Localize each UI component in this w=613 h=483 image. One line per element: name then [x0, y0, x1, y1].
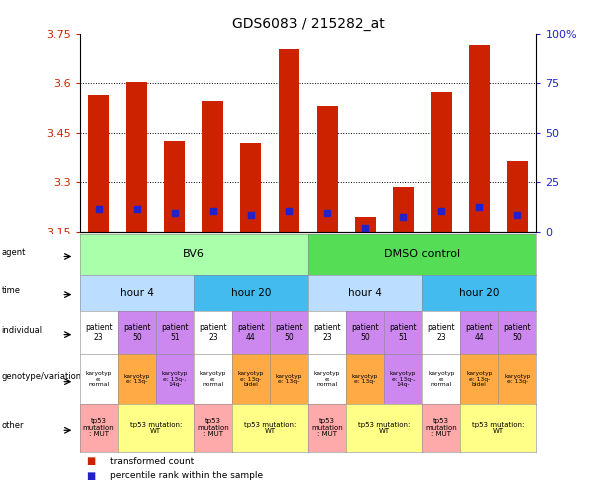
Bar	[507, 161, 528, 232]
Text: karyotyp
e: 13q-,
14q-: karyotyp e: 13q-, 14q-	[162, 371, 188, 387]
Bar	[202, 101, 223, 232]
Bar	[278, 49, 300, 232]
Bar	[240, 143, 261, 232]
Bar	[431, 92, 452, 232]
Text: karyotyp
e: 13q-
bidel: karyotyp e: 13q- bidel	[238, 371, 264, 387]
Text: tp53
mutation
: MUT: tp53 mutation : MUT	[425, 418, 457, 438]
Text: patient
50: patient 50	[351, 323, 379, 342]
Text: patient
23: patient 23	[85, 323, 113, 342]
Point	[170, 209, 180, 217]
Text: patient
23: patient 23	[313, 323, 341, 342]
Text: patient
51: patient 51	[161, 323, 189, 342]
Title: GDS6083 / 215282_at: GDS6083 / 215282_at	[232, 17, 384, 31]
Text: patient
44: patient 44	[237, 323, 265, 342]
Point	[474, 203, 484, 211]
Text: tp53 mutation:
WT: tp53 mutation: WT	[129, 422, 182, 434]
Bar	[316, 106, 338, 232]
Bar	[164, 141, 185, 232]
Text: tp53
mutation
: MUT: tp53 mutation : MUT	[311, 418, 343, 438]
Text: genotype/variation: genotype/variation	[1, 372, 82, 381]
Bar	[126, 82, 147, 232]
Text: tp53 mutation:
WT: tp53 mutation: WT	[472, 422, 525, 434]
Text: other: other	[1, 421, 24, 430]
Text: karyotyp
e:
normal: karyotyp e: normal	[428, 371, 454, 387]
Text: karyotyp
e: 13q-,
14q-: karyotyp e: 13q-, 14q-	[390, 371, 416, 387]
Text: agent: agent	[1, 248, 26, 257]
Text: tp53
mutation
: MUT: tp53 mutation : MUT	[83, 418, 115, 438]
Text: karyotyp
e: 13q-: karyotyp e: 13q-	[352, 374, 378, 384]
Text: karyotyp
e:
normal: karyotyp e: normal	[200, 371, 226, 387]
Point	[322, 209, 332, 217]
Point	[512, 211, 522, 219]
Text: tp53 mutation:
WT: tp53 mutation: WT	[244, 422, 296, 434]
Text: patient
50: patient 50	[123, 323, 151, 342]
Text: tp53
mutation
: MUT: tp53 mutation : MUT	[197, 418, 229, 438]
Text: karyotyp
e: 13q-: karyotyp e: 13q-	[124, 374, 150, 384]
Text: patient
23: patient 23	[199, 323, 227, 342]
Text: tp53 mutation:
WT: tp53 mutation: WT	[358, 422, 410, 434]
Text: percentile rank within the sample: percentile rank within the sample	[110, 471, 264, 480]
Text: individual: individual	[1, 326, 43, 335]
Text: hour 4: hour 4	[348, 288, 382, 298]
Text: karyotyp
e: 13q-
bidel: karyotyp e: 13q- bidel	[466, 371, 492, 387]
Text: karyotyp
e:
normal: karyotyp e: normal	[314, 371, 340, 387]
Text: karyotyp
e:
normal: karyotyp e: normal	[86, 371, 112, 387]
Point	[246, 211, 256, 219]
Text: hour 20: hour 20	[230, 288, 271, 298]
Text: DMSO control: DMSO control	[384, 249, 460, 259]
Bar	[393, 187, 414, 232]
Text: ■: ■	[86, 471, 95, 481]
Point	[208, 207, 218, 215]
Text: patient
44: patient 44	[465, 323, 493, 342]
Text: transformed count: transformed count	[110, 457, 194, 466]
Bar	[88, 95, 109, 232]
Bar	[355, 217, 376, 232]
Text: patient
23: patient 23	[427, 323, 455, 342]
Point	[436, 207, 446, 215]
Text: karyotyp
e: 13q-: karyotyp e: 13q-	[504, 374, 530, 384]
Text: patient
50: patient 50	[275, 323, 303, 342]
Point	[94, 205, 104, 213]
Point	[360, 225, 370, 232]
Text: hour 20: hour 20	[459, 288, 500, 298]
Text: time: time	[1, 286, 20, 296]
Text: BV6: BV6	[183, 249, 205, 259]
Text: karyotyp
e: 13q-: karyotyp e: 13q-	[276, 374, 302, 384]
Text: patient
51: patient 51	[389, 323, 417, 342]
Text: hour 4: hour 4	[120, 288, 154, 298]
Bar	[469, 45, 490, 232]
Point	[398, 213, 408, 221]
Point	[132, 205, 142, 213]
Text: patient
50: patient 50	[503, 323, 531, 342]
Point	[284, 207, 294, 215]
Text: ■: ■	[86, 456, 95, 466]
